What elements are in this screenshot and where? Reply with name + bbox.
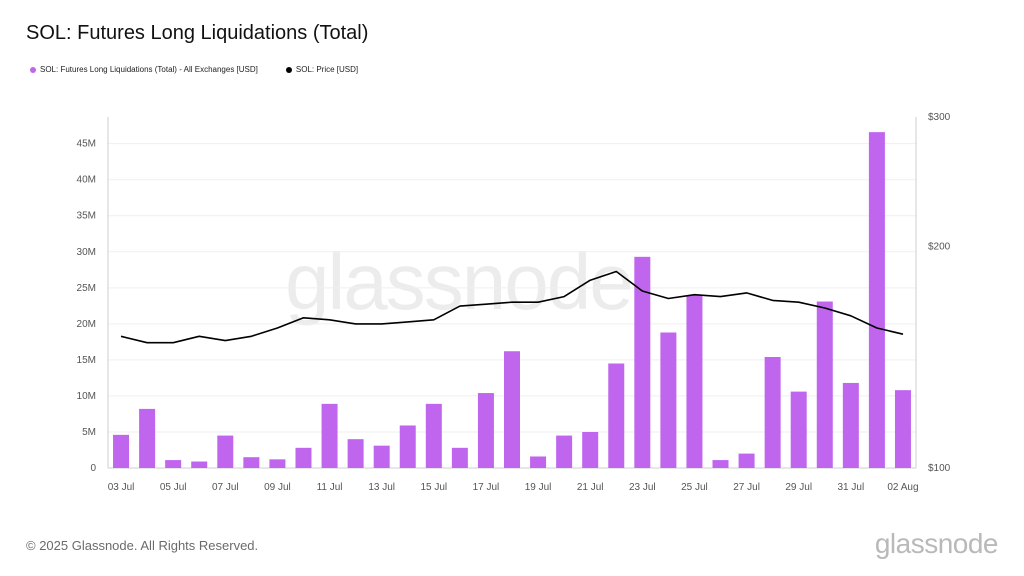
legend-label-liquidations: SOL: Futures Long Liquidations (Total) -…	[40, 65, 258, 74]
x-tick-label: 17 Jul	[473, 482, 500, 493]
y-left-tick-label: 10M	[77, 391, 96, 402]
x-tick-label: 03 Jul	[108, 482, 135, 493]
copyright-text: © 2025 Glassnode. All Rights Reserved.	[26, 538, 259, 553]
bar	[868, 132, 885, 468]
bar	[634, 256, 651, 468]
y-left-tick-label: 40M	[77, 175, 96, 186]
legend-swatch-liquidations	[30, 66, 36, 73]
bar	[139, 408, 156, 468]
x-tick-label: 19 Jul	[525, 482, 552, 493]
bar	[295, 447, 312, 468]
chart-title: SOL: Futures Long Liquidations (Total)	[26, 22, 369, 44]
x-tick-label: 05 Jul	[160, 482, 187, 493]
x-tick-label: 15 Jul	[420, 482, 447, 493]
bar	[712, 460, 729, 468]
x-tick-label: 07 Jul	[212, 482, 239, 493]
x-tick-label: 13 Jul	[368, 482, 395, 493]
y-left-tick-label: 35M	[77, 211, 96, 222]
price-line	[120, 270, 904, 344]
bar	[269, 459, 286, 468]
y-left-tick-label: 20M	[77, 319, 96, 330]
glassnode-logo: glassnode	[874, 528, 999, 559]
legend-item-price[interactable]: SOL: Price [USD]	[285, 65, 359, 74]
bar	[582, 431, 599, 468]
x-tick-label: 29 Jul	[785, 482, 812, 493]
bar	[477, 393, 494, 468]
x-tick-label: 02 Aug	[887, 482, 918, 493]
bar	[321, 403, 338, 468]
y-right-tick-label: $200	[928, 242, 951, 253]
bar	[894, 390, 911, 468]
x-tick-label: 23 Jul	[629, 482, 656, 493]
y-right-tick-label: $100	[928, 463, 951, 474]
bar	[451, 447, 468, 468]
bar	[816, 301, 833, 468]
bar	[399, 425, 416, 468]
bar	[504, 351, 520, 468]
y-left-tick-label: 0	[90, 463, 96, 474]
bar	[425, 403, 442, 468]
y-left-tick-label: 25M	[77, 283, 96, 294]
bar	[764, 357, 781, 468]
y-left-tick-label: 30M	[77, 247, 96, 258]
y-left-tick-label: 5M	[82, 427, 96, 438]
bar	[530, 456, 547, 468]
bar	[842, 382, 859, 468]
bar	[347, 439, 364, 468]
legend-item-liquidations[interactable]: SOL: Futures Long Liquidations (Total) -…	[30, 65, 258, 74]
bar	[790, 391, 807, 468]
bar	[191, 461, 208, 468]
bar	[165, 460, 182, 468]
y-right-tick-label: $300	[928, 112, 951, 123]
bar	[738, 453, 755, 468]
bar	[243, 457, 260, 468]
bar	[373, 445, 390, 468]
y-left-tick-label: 45M	[77, 139, 96, 150]
x-tick-label: 09 Jul	[264, 482, 291, 493]
legend-label-price: SOL: Price [USD]	[295, 65, 359, 74]
x-tick-label: 27 Jul	[733, 482, 760, 493]
y-left-tick-label: 15M	[77, 355, 96, 366]
chart-legend: SOL: Futures Long Liquidations (Total) -…	[30, 65, 358, 74]
bar	[608, 363, 625, 468]
x-tick-label: 21 Jul	[577, 482, 604, 493]
bar	[556, 435, 573, 468]
bar	[113, 434, 130, 468]
bar	[217, 435, 234, 468]
x-tick-label: 25 Jul	[681, 482, 708, 493]
x-tick-label: 31 Jul	[837, 482, 864, 493]
legend-swatch-price	[285, 66, 292, 73]
x-tick-label: 11 Jul	[317, 482, 343, 493]
bar	[660, 332, 677, 468]
bar	[686, 295, 703, 468]
